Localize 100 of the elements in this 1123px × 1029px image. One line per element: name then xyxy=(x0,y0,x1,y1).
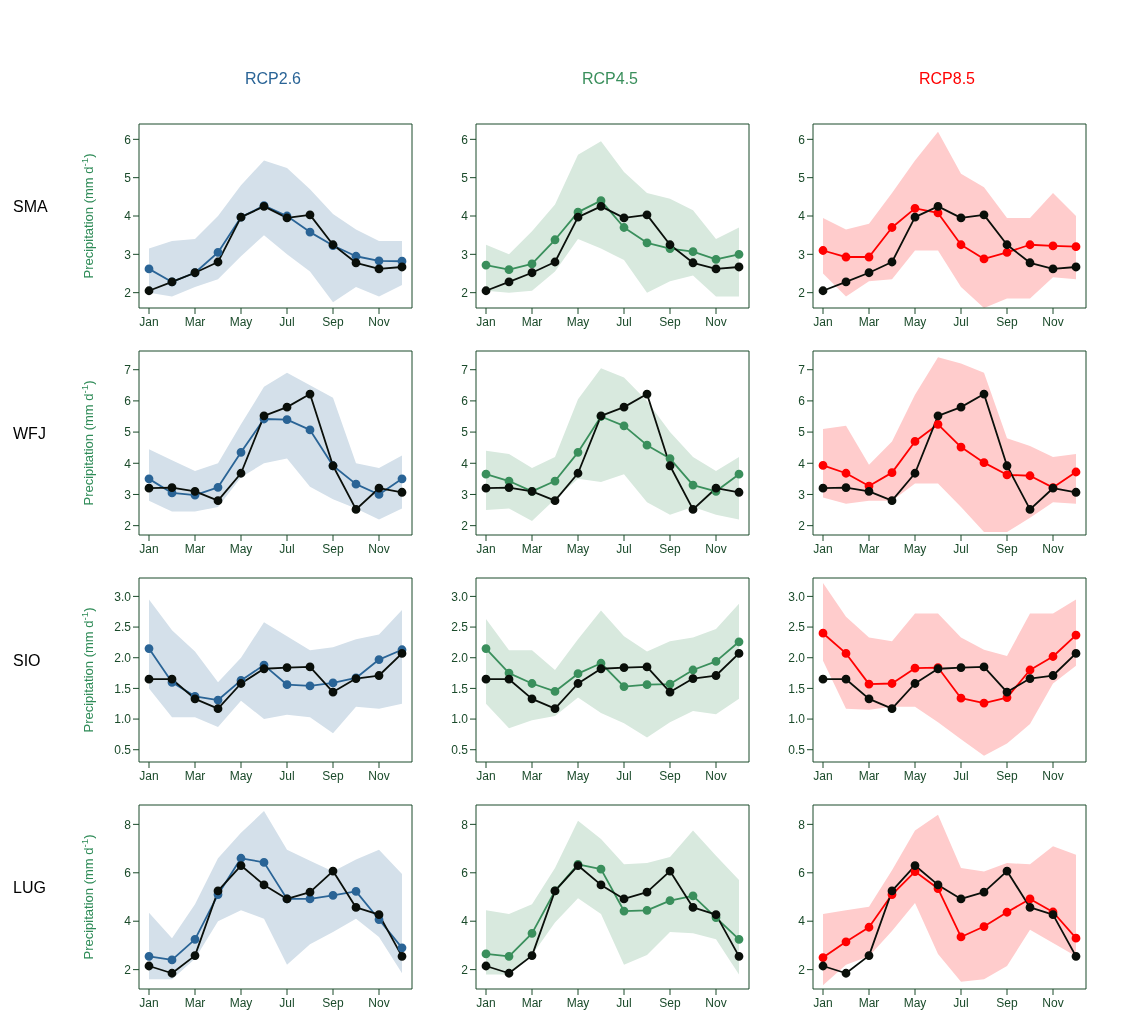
x-tick-label: Mar xyxy=(858,769,880,783)
x-tick-label: Jul xyxy=(616,315,632,329)
x-tick-label: Jan xyxy=(813,542,833,556)
y-tick-label: 4 xyxy=(124,914,132,929)
x-tick-label: Sep xyxy=(996,542,1018,556)
x-tick-label: Jan xyxy=(139,542,159,556)
x-tick-label: Jul xyxy=(953,542,969,556)
y-tick-label: 6 xyxy=(461,394,469,409)
x-tick-label: Nov xyxy=(368,315,390,329)
y-tick-label: 1.0 xyxy=(114,712,132,727)
y-tick-label: 2 xyxy=(124,962,132,977)
text: SMA xyxy=(13,198,48,216)
y-tick-label: 4 xyxy=(461,914,469,929)
y-tick-label: 2 xyxy=(461,962,469,977)
x-tick-label: Mar xyxy=(184,769,206,783)
x-tick-label: Sep xyxy=(322,769,344,783)
y-tick-label: 1.0 xyxy=(788,712,806,727)
x-tick-label: Jan xyxy=(813,769,833,783)
x-tick-label: Jul xyxy=(279,315,295,329)
x-tick-label: Mar xyxy=(184,996,206,1010)
y-tick-label: 3 xyxy=(798,247,806,262)
x-tick-label: May xyxy=(903,315,927,329)
x-tick-label: Mar xyxy=(184,542,206,556)
x-tick-label: May xyxy=(566,769,590,783)
y-tick-label: 2.5 xyxy=(114,620,132,635)
y-tick-label: 7 xyxy=(798,362,806,377)
y-tick-label: 6 xyxy=(798,132,806,147)
y-tick-label: 3.0 xyxy=(788,589,806,604)
x-tick-label: Sep xyxy=(996,315,1018,329)
x-tick-label: Jan xyxy=(476,769,496,783)
y-tick-label: 3.0 xyxy=(451,589,469,604)
x-tick-label: Jul xyxy=(953,769,969,783)
text: SIO xyxy=(13,652,41,670)
y-tick-label: 2.5 xyxy=(451,620,469,635)
x-tick-label: May xyxy=(903,769,927,783)
y-tick-label: 5 xyxy=(124,425,132,440)
x-tick-label: Sep xyxy=(659,315,681,329)
y-tick-label: 4 xyxy=(798,914,806,929)
x-tick-label: May xyxy=(903,542,927,556)
y-tick-label: 2.5 xyxy=(788,620,806,635)
x-tick-label: Sep xyxy=(322,996,344,1010)
x-tick-label: Mar xyxy=(858,542,880,556)
y-tick-label: 1.5 xyxy=(788,681,806,696)
y-tick-label: 2 xyxy=(798,518,806,533)
x-tick-label: Mar xyxy=(184,315,206,329)
y-tick-label: 2 xyxy=(461,285,469,300)
y-tick-label: 4 xyxy=(461,209,469,224)
x-tick-label: Sep xyxy=(659,996,681,1010)
x-tick-label: May xyxy=(903,996,927,1010)
y-tick-label: 5 xyxy=(124,170,132,185)
x-tick-label: Jan xyxy=(139,996,159,1010)
x-tick-label: Jan xyxy=(476,996,496,1010)
y-tick-label: 2 xyxy=(124,518,132,533)
x-tick-label: Jul xyxy=(279,996,295,1010)
chart-title: RCP2.6 xyxy=(244,70,302,88)
x-tick-label: May xyxy=(566,315,590,329)
y-tick-label: 6 xyxy=(124,394,132,409)
x-tick-label: Jul xyxy=(953,996,969,1010)
y-tick-label: 8 xyxy=(461,817,469,832)
y-tick-label: 6 xyxy=(798,866,806,881)
x-tick-label: Jul xyxy=(279,769,295,783)
y-tick-label: 6 xyxy=(798,394,806,409)
x-tick-label: Mar xyxy=(521,315,543,329)
y-tick-label: 7 xyxy=(461,362,469,377)
x-tick-label: May xyxy=(229,542,253,556)
y-tick-label: 2.0 xyxy=(788,650,806,665)
y-tick-label: 0.5 xyxy=(114,742,132,757)
x-tick-label: Sep xyxy=(996,769,1018,783)
chart-title: RCP8.5 xyxy=(918,70,976,88)
x-tick-label: Jul xyxy=(616,769,632,783)
x-tick-label: May xyxy=(229,996,253,1010)
x-tick-label: Nov xyxy=(368,542,390,556)
y-tick-label: 0.5 xyxy=(451,742,469,757)
y-tick-label: 2.0 xyxy=(114,650,132,665)
x-tick-label: May xyxy=(566,996,590,1010)
y-tick-label: 3 xyxy=(461,247,469,262)
y-tick-label: 3 xyxy=(124,247,132,262)
x-tick-label: Sep xyxy=(996,996,1018,1010)
y-tick-label: 3 xyxy=(798,487,806,502)
x-tick-label: Nov xyxy=(705,315,727,329)
x-tick-label: Nov xyxy=(705,542,727,556)
x-tick-label: Jan xyxy=(813,315,833,329)
x-tick-label: May xyxy=(229,769,253,783)
y-tick-label: 2 xyxy=(124,285,132,300)
x-tick-label: Jan xyxy=(139,315,159,329)
x-tick-label: Mar xyxy=(521,542,543,556)
y-tick-label: 4 xyxy=(798,456,806,471)
x-tick-label: May xyxy=(566,542,590,556)
x-tick-label: Nov xyxy=(1042,315,1064,329)
y-tick-label: 0.5 xyxy=(788,742,806,757)
x-tick-label: Sep xyxy=(322,315,344,329)
x-tick-label: Jul xyxy=(616,542,632,556)
x-tick-label: Jan xyxy=(813,996,833,1010)
y-tick-label: 3.0 xyxy=(114,589,132,604)
x-tick-label: Nov xyxy=(368,996,390,1010)
x-tick-label: Sep xyxy=(659,542,681,556)
y-tick-label: 8 xyxy=(124,817,132,832)
x-tick-label: May xyxy=(229,315,253,329)
y-tick-label: 6 xyxy=(461,132,469,147)
y-tick-label: 2 xyxy=(798,962,806,977)
